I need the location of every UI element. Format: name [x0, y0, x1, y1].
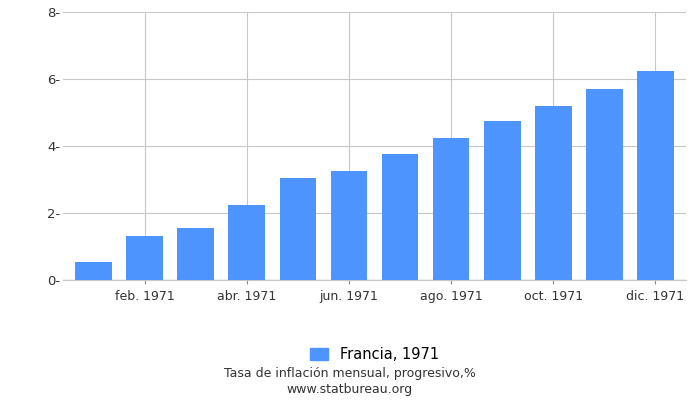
- Bar: [177, 228, 214, 280]
- Bar: [637, 71, 673, 280]
- Bar: [586, 89, 623, 280]
- Bar: [228, 205, 265, 280]
- Bar: [330, 171, 368, 280]
- Bar: [484, 121, 521, 280]
- Bar: [433, 138, 470, 280]
- Text: Tasa de inflación mensual, progresivo,%: Tasa de inflación mensual, progresivo,%: [224, 368, 476, 380]
- Bar: [279, 178, 316, 280]
- Bar: [76, 262, 112, 280]
- Bar: [382, 154, 419, 280]
- Legend: Francia, 1971: Francia, 1971: [304, 341, 444, 368]
- Bar: [126, 236, 163, 280]
- Text: www.statbureau.org: www.statbureau.org: [287, 384, 413, 396]
- Bar: [535, 106, 572, 280]
